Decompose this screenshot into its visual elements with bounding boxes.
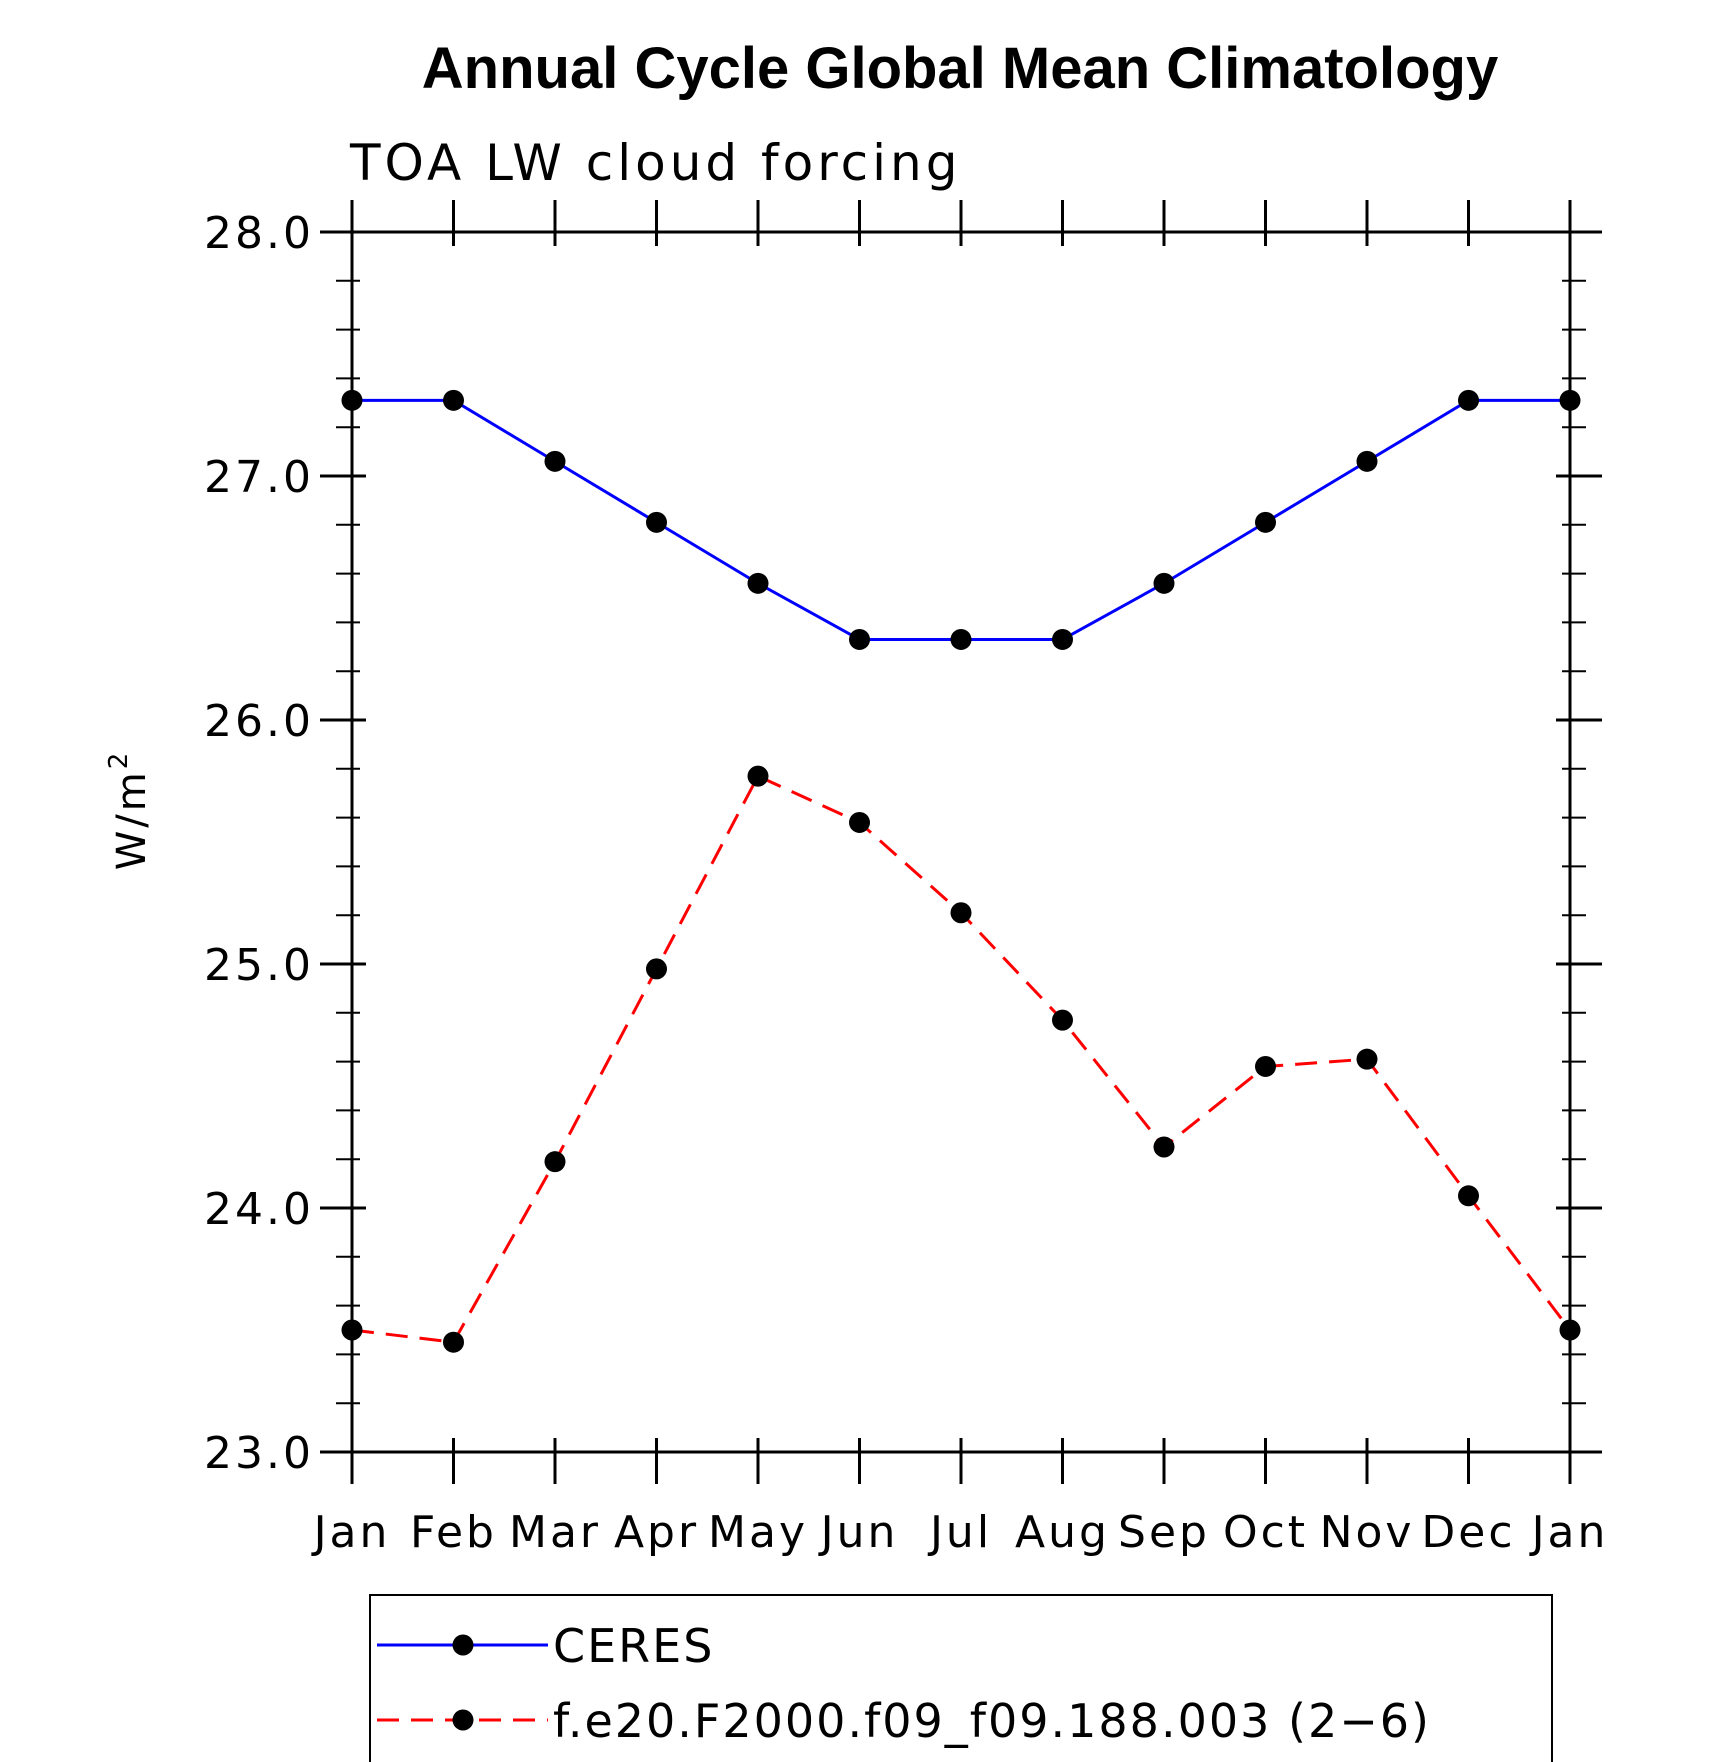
- series-2-point: [747, 765, 769, 787]
- legend-marker-1: [452, 1634, 474, 1656]
- x-tick-label: Apr: [614, 1507, 699, 1558]
- x-tick-label: Jan: [311, 1507, 391, 1558]
- x-tick-label: Feb: [410, 1507, 497, 1558]
- x-tick-label: May: [708, 1507, 808, 1558]
- series-1-point: [646, 511, 667, 533]
- series-2-point: [950, 902, 972, 924]
- chart-title: Annual Cycle Global Mean Climatology: [422, 36, 1498, 101]
- y-tick-label: 23.0: [204, 1428, 314, 1479]
- x-tick-label: Aug: [1015, 1507, 1110, 1558]
- x-tick-label: Mar: [509, 1507, 601, 1558]
- series-1-point: [1052, 628, 1073, 650]
- legend-box: [369, 1594, 1553, 1762]
- x-tick-label: Jul: [927, 1507, 992, 1558]
- y-tick-label: 24.0: [204, 1184, 314, 1235]
- series-1-point: [747, 572, 769, 594]
- x-tick-label: Sep: [1118, 1507, 1210, 1558]
- series-2-point: [849, 811, 870, 833]
- series-1-point: [1356, 450, 1378, 472]
- x-tick-label: Jan: [1529, 1507, 1609, 1558]
- series-2-point: [1458, 1185, 1479, 1207]
- legend-label-2: f.e20.F2000.f09_f09.188.003 (2−6): [553, 1694, 1431, 1748]
- series-1-point: [1255, 511, 1276, 533]
- legend-items: CERES f.e20.F2000.f09_f09.188.003 (2−6): [377, 1619, 1431, 1748]
- legend: CERES f.e20.F2000.f09_f09.188.003 (2−6): [369, 1594, 1553, 1762]
- tick-labels-layer: Jan Feb Mar Apr May Jun Jul Aug Sep Oct Nov Dec Jan 2…: [204, 208, 1609, 1558]
- series-2-point: [1052, 1009, 1073, 1031]
- series-2-point: [443, 1331, 464, 1353]
- series-2-point: [544, 1151, 566, 1173]
- axis-ticks-layer: [320, 200, 1602, 1484]
- legend-marker-2: [452, 1709, 474, 1731]
- y-axis-label-main: W/m: [109, 769, 155, 870]
- series-1-point: [849, 628, 870, 650]
- svg-text:W/m2: W/m2: [104, 750, 155, 871]
- x-tick-label: Jun: [818, 1507, 899, 1558]
- series-2-point: [646, 958, 667, 980]
- series-1-point: [443, 389, 464, 411]
- series-1-point: [544, 450, 566, 472]
- series-1-point: [1458, 389, 1479, 411]
- series-2-point: [1153, 1136, 1175, 1158]
- series-layer: [341, 389, 1581, 1353]
- plot-frame: [350, 230, 1572, 1454]
- series-2-point: [1356, 1048, 1378, 1070]
- y-axis-label-superscript: 2: [104, 750, 134, 770]
- series-2-point: [1255, 1055, 1276, 1077]
- y-tick-label: 27.0: [204, 452, 314, 503]
- series-line-2: [351, 774, 1572, 1344]
- y-tick-label: 25.0: [204, 940, 314, 991]
- legend-label-1: CERES: [553, 1619, 714, 1673]
- series-1-point: [1153, 572, 1175, 594]
- y-tick-label: 28.0: [204, 208, 314, 259]
- series-1-point: [950, 628, 972, 650]
- chart-subtitle: TOA LW cloud forcing: [349, 134, 961, 192]
- x-tick-label: Dec: [1421, 1507, 1515, 1558]
- y-tick-label: 26.0: [204, 696, 314, 747]
- series-line-1: [352, 398, 1570, 641]
- x-tick-label: Oct: [1223, 1507, 1308, 1558]
- x-tick-label: Nov: [1320, 1507, 1415, 1558]
- y-axis-label: W/m2: [104, 750, 155, 871]
